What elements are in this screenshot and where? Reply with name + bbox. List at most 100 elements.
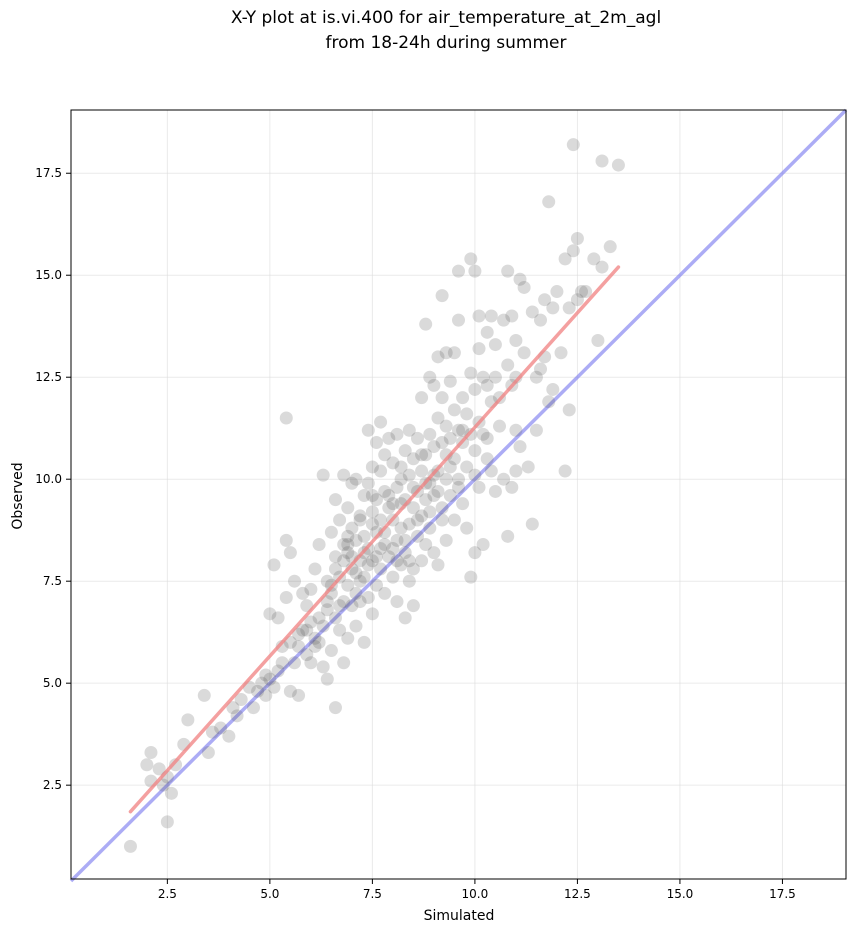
scatter-point [263,672,277,686]
scatter-point [525,517,539,531]
scatter-point [382,431,396,445]
scatter-point [259,688,273,702]
x-tick-label: 17.5 [769,887,796,901]
scatter-point [513,272,527,286]
scatter-point [345,599,359,613]
scatter-point [439,346,453,360]
scatter-point [460,460,474,474]
scatter-point [427,378,441,392]
scatter-point [365,607,379,621]
scatter-point [320,603,334,617]
scatter-point [316,660,330,674]
scatter-point [410,431,424,445]
scatter-point [169,758,183,772]
identity-line [69,108,848,883]
scatter-point [378,586,392,600]
scatter-point [267,558,281,572]
scatter-point [349,533,363,547]
scatter-point [251,684,265,698]
x-tick-label: 10.0 [462,887,489,901]
scatter-point [337,554,351,568]
scatter-point [595,260,609,274]
scatter-point [369,550,383,564]
scatter-point [263,607,277,621]
scatter-point [431,484,445,498]
scatter-point [246,701,260,715]
scatter-point [435,289,449,303]
scatter-point [406,452,420,466]
scatter-point [410,529,424,543]
scatter-point [341,537,355,551]
scatter-point [488,484,502,498]
scatter-point [431,558,445,572]
scatter-point [234,692,248,706]
scatter-point [456,497,470,511]
scatter-point [493,419,507,433]
scatter-point [292,627,306,641]
scatter-point [452,313,465,327]
scatter-point [324,525,338,539]
scatter-point [378,484,392,498]
scatter-point [566,138,580,152]
scatter-point [341,546,355,560]
scatter-point [480,325,494,339]
scatter-point [316,619,330,633]
plot-area-frame [70,109,847,880]
scatter-point [427,546,441,560]
scatter-point [361,476,375,490]
scatter-point [439,472,453,486]
scatter-point [452,480,465,494]
scatter-point [468,382,482,396]
scatter-point [484,309,498,323]
scatter-point [357,529,371,543]
scatter-point [382,550,396,564]
scatter-point [349,586,363,600]
scatter-point [501,358,515,372]
scatter-point [312,537,326,551]
scatter-point [365,517,379,531]
scatter-point [468,444,482,458]
scatter-point [398,611,412,625]
scatter-point [283,684,297,698]
scatter-point [214,721,228,735]
scatter-point [386,497,400,511]
scatter-point [406,562,420,576]
scatter-point [452,264,465,278]
scatter-point [480,431,494,445]
scatter-point [382,489,396,503]
scatter-point [255,676,269,690]
scatter-point [328,562,342,576]
scatter-point [353,509,367,523]
scatter-point [357,635,371,649]
scatter-point [386,456,400,470]
scatter-point [484,464,498,478]
scatter-point [140,758,154,772]
grid [71,110,846,879]
scatter-point [144,746,158,760]
scatter-point [423,427,437,441]
scatter-point [439,419,453,433]
y-tick-label: 2.5 [43,778,62,792]
scatter-point [394,558,408,572]
scatter-point [398,444,412,458]
scatter-point [386,542,400,556]
scatter-point [365,505,379,519]
scatter-point [447,513,461,527]
scatter-point [390,595,404,609]
regression-line [128,265,621,814]
scatter-point [365,489,379,503]
scatter-point [300,648,314,662]
scatter-point [419,448,433,462]
scatter-point [394,460,408,474]
scatter-point [275,639,289,653]
scatter-point [390,554,404,568]
scatter-point [353,574,367,588]
scatter-point [398,546,412,560]
scatter-point [562,301,576,315]
scatter-point [542,195,556,209]
scatter-point [390,427,404,441]
scatter-point [456,423,470,437]
scatter-point [435,501,449,515]
scatter-point [394,521,408,535]
scatter-point [402,574,416,588]
